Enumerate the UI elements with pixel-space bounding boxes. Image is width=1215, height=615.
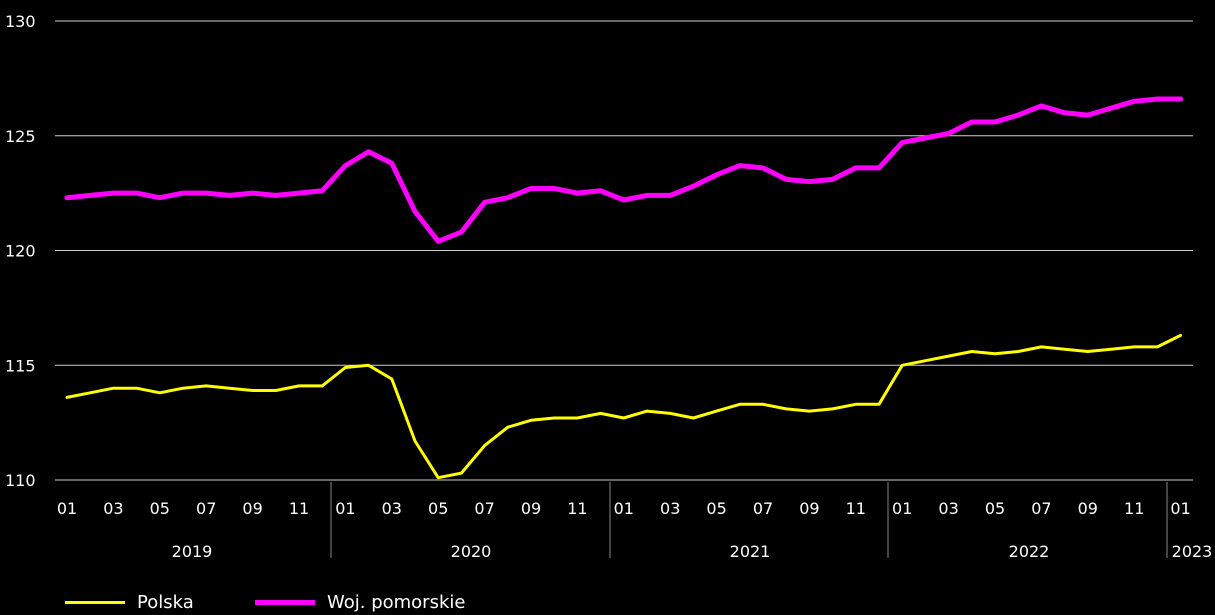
legend-swatch-polska xyxy=(65,600,125,604)
legend-item-woj-pomorskie: Woj. pomorskie xyxy=(255,590,465,614)
x-tick-label: 09 xyxy=(1078,499,1098,518)
year-label: 2022 xyxy=(1009,542,1050,561)
series-line-polska xyxy=(65,333,1183,480)
y-tick-label: 125 xyxy=(5,127,36,146)
x-tick-label: 03 xyxy=(103,499,123,518)
x-tick-label: 03 xyxy=(938,499,958,518)
x-tick-label: 09 xyxy=(521,499,541,518)
y-tick-label: 120 xyxy=(5,242,36,261)
x-tick-label: 03 xyxy=(660,499,680,518)
x-tick-label: 05 xyxy=(985,499,1005,518)
legend: Polska Woj. pomorskie xyxy=(0,590,700,614)
x-tick-label: 01 xyxy=(1170,499,1190,518)
legend-label-woj-pomorskie: Woj. pomorskie xyxy=(327,591,466,613)
legend-label-polska: Polska xyxy=(137,591,194,613)
y-axis-ticks: 130 125 120 115 110 xyxy=(5,12,36,490)
year-label: 2023 xyxy=(1172,542,1213,561)
y-tick-label: 115 xyxy=(5,356,36,375)
legend-swatch-woj-pomorskie xyxy=(255,599,315,605)
x-tick-label: 09 xyxy=(799,499,819,518)
series-line-woj-pomorskie xyxy=(64,96,1184,244)
x-tick-label: 05 xyxy=(706,499,726,518)
x-tick-label: 07 xyxy=(474,499,494,518)
x-tick-label: 11 xyxy=(846,499,866,518)
x-tick-label: 09 xyxy=(242,499,262,518)
x-tick-label: 11 xyxy=(289,499,309,518)
y-tick-label: 110 xyxy=(5,471,36,490)
x-tick-label: 07 xyxy=(753,499,773,518)
x-tick-label: 07 xyxy=(196,499,216,518)
x-tick-label: 01 xyxy=(335,499,355,518)
x-tick-label: 03 xyxy=(382,499,402,518)
series-lines xyxy=(64,96,1184,480)
x-tick-label: 01 xyxy=(57,499,77,518)
x-tick-label: 11 xyxy=(567,499,587,518)
x-axis-month-ticks: 01 03 05 07 09 11 01 03 05 07 09 11 01 03 05 07 09 11 01 03… xyxy=(57,499,1191,518)
year-label: 2021 xyxy=(730,542,771,561)
grid-lines xyxy=(55,20,1193,481)
x-tick-label: 05 xyxy=(150,499,170,518)
y-tick-label: 130 xyxy=(5,12,36,31)
x-tick-label: 05 xyxy=(428,499,448,518)
year-label: 2020 xyxy=(451,542,492,561)
x-tick-label: 01 xyxy=(614,499,634,518)
year-label: 2019 xyxy=(172,542,213,561)
x-tick-label: 07 xyxy=(1031,499,1051,518)
x-tick-label: 11 xyxy=(1124,499,1144,518)
x-tick-label: 01 xyxy=(892,499,912,518)
legend-item-polska: Polska xyxy=(65,590,194,614)
x-axis-year-labels: 2019 2020 2021 2022 2023 xyxy=(172,482,1213,561)
